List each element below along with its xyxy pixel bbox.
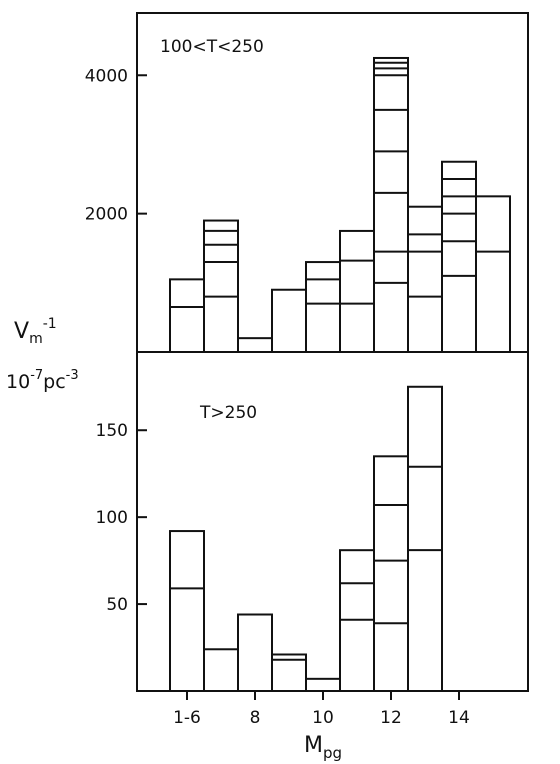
y-axis-title-pc: pc <box>43 371 66 393</box>
y-axis-title-sup-7: -7 <box>30 368 43 383</box>
bottom-bar-bin-2 <box>203 648 239 692</box>
xtick-label-10: 10 <box>312 708 334 728</box>
bottom-bar-bin-3 <box>237 613 273 692</box>
bottom-panel-label: T>250 <box>199 403 257 423</box>
top-bar-bin-4 <box>271 288 307 353</box>
top-bar-bin-9 <box>441 160 477 353</box>
top-panel-frame <box>136 12 529 353</box>
histogram-marks: 2000 4000 50 100 150 1-6 8 10 12 14 <box>85 56 511 728</box>
bottom-bar-bin-5 <box>305 677 341 692</box>
y-axis-title-sup-3: -3 <box>66 368 79 383</box>
top-bar-bin-10 <box>475 195 511 353</box>
bottom-ytick-label-150: 150 <box>96 421 128 441</box>
y-axis-title-line2: 10-7pc-3 <box>6 368 79 393</box>
top-bar-bin-3 <box>237 337 273 354</box>
xtick-label-14: 14 <box>448 708 470 728</box>
xtick-label-8: 8 <box>250 708 261 728</box>
y-axis-title-sub-m: m <box>29 331 43 347</box>
top-panel-label: 100<T<250 <box>160 37 264 57</box>
x-axis-title-sub-pg: pg <box>323 744 342 762</box>
y-axis-title-v: V <box>14 319 29 344</box>
top-bar-bin-5 <box>305 261 341 353</box>
xtick-label-1-6: 1-6 <box>173 708 201 728</box>
top-ytick-label-4000: 4000 <box>85 66 128 86</box>
bottom-bar-bin-8 <box>407 385 443 692</box>
top-bar-bin-7 <box>373 56 409 353</box>
bottom-bar-bin-7 <box>373 455 409 692</box>
y-axis-title-line1: Vm-1 <box>14 316 57 347</box>
bottom-panel-frame <box>136 351 529 692</box>
top-bar-bin-2 <box>203 219 239 353</box>
bottom-bar-bin-1 <box>169 530 205 692</box>
top-bar-bin-8 <box>407 205 443 353</box>
xtick-label-12: 12 <box>380 708 402 728</box>
y-axis-title-ten: 10 <box>6 371 30 393</box>
x-axis-title: Mpg <box>304 733 342 762</box>
top-bar-bin-1 <box>169 278 205 354</box>
bottom-bar-bin-4 <box>271 653 307 692</box>
bottom-ytick-label-50: 50 <box>106 595 128 615</box>
y-axis-title-sup: -1 <box>43 316 57 332</box>
top-bar-bin-6 <box>339 229 375 353</box>
top-ytick-label-2000: 2000 <box>85 205 128 225</box>
x-axis-title-m: M <box>304 733 323 758</box>
bottom-ytick-label-100: 100 <box>96 508 128 528</box>
